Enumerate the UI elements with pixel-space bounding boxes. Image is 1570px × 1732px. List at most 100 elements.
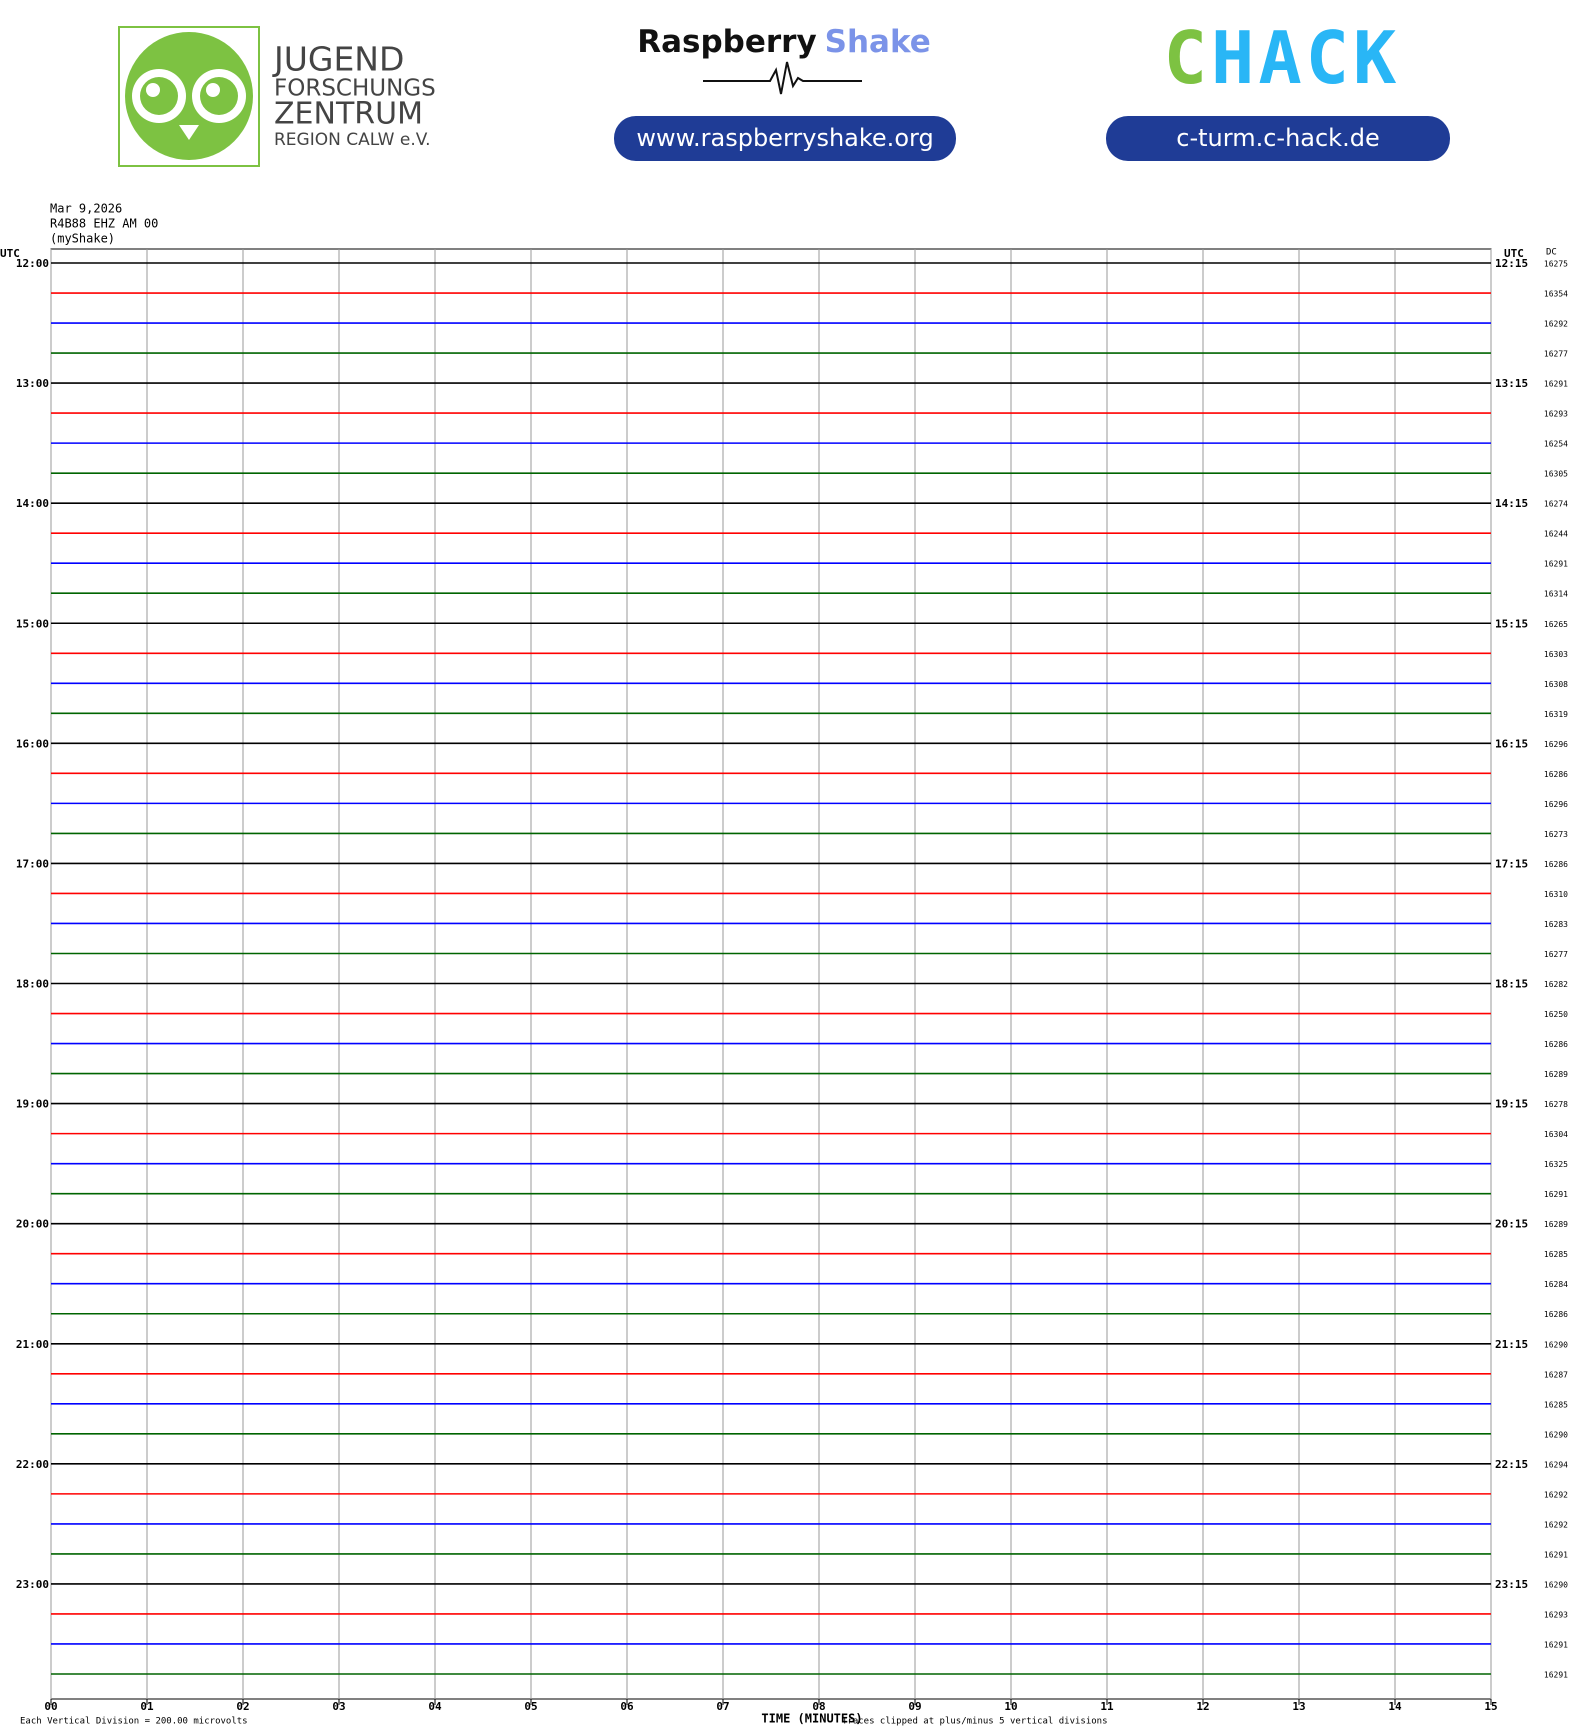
url[interactable]: www.raspberryshake.org <box>636 124 933 152</box>
hour-label: 14:00 <box>16 497 49 510</box>
dc-title: DC <box>1546 248 1557 258</box>
x-tick-label: 06 <box>620 1700 634 1713</box>
x-tick-label: 10 <box>1004 1700 1017 1713</box>
dc-label: 16292 <box>1544 1520 1568 1529</box>
dc-label: 16294 <box>1544 1460 1568 1469</box>
dc-label: 16284 <box>1544 1280 1568 1289</box>
hour-label-right: 17:15 <box>1495 857 1528 870</box>
hour-label: 20:00 <box>16 1218 49 1231</box>
hour-label-right: 13:15 <box>1495 377 1528 390</box>
x-tick-label: 13 <box>1292 1700 1305 1713</box>
owl-logo <box>118 26 260 167</box>
dc-label: 16290 <box>1544 1340 1568 1349</box>
logo-text: JUGEND <box>272 40 404 79</box>
dc-label: 16325 <box>1544 1160 1568 1169</box>
logo-text: ZENTRUM <box>274 97 423 132</box>
dc-label: 16291 <box>1544 1190 1568 1199</box>
dc-label: 16285 <box>1544 1250 1568 1259</box>
logo-text: REGION CALW e.V. <box>274 130 431 150</box>
dc-label: 16286 <box>1544 860 1568 869</box>
x-tick-label: 05 <box>524 1700 537 1713</box>
dc-label: 16290 <box>1544 1430 1568 1439</box>
x-tick-label: 15 <box>1484 1700 1497 1713</box>
logo-text: FORSCHUNGS <box>274 76 436 102</box>
dc-label: 16277 <box>1544 350 1568 359</box>
hour-label: 17:00 <box>16 857 49 870</box>
station-line: (myShake) <box>50 232 115 246</box>
dc-label: 16303 <box>1544 650 1568 659</box>
dc-label: 16291 <box>1544 560 1568 569</box>
dc-label: 16291 <box>1544 380 1568 389</box>
dc-label: 16308 <box>1544 680 1568 689</box>
dc-label: 16304 <box>1544 1130 1568 1139</box>
hour-label: 13:00 <box>16 377 49 390</box>
dc-label: 16291 <box>1544 1640 1568 1649</box>
hour-label: 22:00 <box>16 1458 49 1471</box>
hour-label-right: 14:15 <box>1495 497 1528 510</box>
x-tick-label: 12 <box>1196 1700 1209 1713</box>
hour-label-right: 12:15 <box>1495 257 1528 270</box>
hour-label: 23:00 <box>16 1578 49 1591</box>
hour-label-right: 15:15 <box>1495 617 1528 630</box>
x-tick-label: 09 <box>908 1700 921 1713</box>
x-tick-label: 00 <box>44 1700 57 1713</box>
dc-label: 16275 <box>1544 260 1568 269</box>
dc-label: 16273 <box>1544 830 1568 839</box>
station-line: R4B88 EHZ AM 00 <box>50 217 158 231</box>
dc-label: 16278 <box>1544 1100 1568 1109</box>
dc-label: 16314 <box>1544 590 1568 599</box>
hour-label-right: 19:15 <box>1495 1098 1528 1111</box>
dc-label: 16290 <box>1544 1580 1568 1589</box>
x-tick-label: 08 <box>812 1700 825 1713</box>
dc-label: 16277 <box>1544 950 1568 959</box>
dc-label: 16244 <box>1544 530 1568 539</box>
dc-label: 16296 <box>1544 740 1568 749</box>
hour-label: 12:00 <box>16 257 49 270</box>
dc-label: 16293 <box>1544 1610 1568 1619</box>
dc-label: 16319 <box>1544 710 1568 719</box>
dc-label: 16310 <box>1544 890 1568 899</box>
dc-label: 16291 <box>1544 1671 1568 1680</box>
dc-label: 16286 <box>1544 1040 1568 1049</box>
plot-frame <box>50 248 1492 1700</box>
dc-label: 16305 <box>1544 470 1568 479</box>
hour-label-right: 18:15 <box>1495 978 1528 991</box>
chack-logo: CHACK <box>1164 16 1401 100</box>
dc-label: 16289 <box>1544 1220 1568 1229</box>
station-line: Mar 9,2026 <box>50 202 122 216</box>
dc-label: 16286 <box>1544 770 1568 779</box>
dc-label: 16282 <box>1544 980 1568 989</box>
hour-label: 16:00 <box>16 737 49 750</box>
hour-label-right: 20:15 <box>1495 1218 1528 1231</box>
dc-label: 16289 <box>1544 1070 1568 1079</box>
dc-label: 16283 <box>1544 920 1568 929</box>
hour-label: 15:00 <box>16 617 49 630</box>
hour-label-right: 16:15 <box>1495 737 1528 750</box>
dc-label: 16265 <box>1544 620 1568 629</box>
brand: Raspberry Shake <box>637 24 931 60</box>
dc-label: 16285 <box>1544 1400 1568 1409</box>
brand-squiggle <box>703 61 862 95</box>
url[interactable]: c-turm.c-hack.de <box>1176 124 1379 152</box>
chack-c: C <box>1164 16 1211 100</box>
note: Traces clipped at plus/minus 5 vertical … <box>842 1717 1108 1727</box>
x-tick-label: 03 <box>332 1700 345 1713</box>
x-tick-label: 07 <box>716 1700 729 1713</box>
dc-label: 16292 <box>1544 320 1568 329</box>
hour-label-right: 23:15 <box>1495 1578 1528 1591</box>
url-pill[interactable] <box>1106 116 1450 161</box>
x-tick-label: 11 <box>1100 1700 1114 1713</box>
note: Each Vertical Division = 200.00 microvol… <box>20 1717 248 1727</box>
dc-label: 16274 <box>1544 500 1568 509</box>
dc-label: 16291 <box>1544 1550 1568 1559</box>
dc-label: 16354 <box>1544 290 1568 299</box>
dc-label: 16250 <box>1544 1010 1568 1019</box>
hour-label: 18:00 <box>16 978 49 991</box>
brand-a: Raspberry <box>637 24 816 60</box>
hour-label: 21:00 <box>16 1338 49 1351</box>
url-pill[interactable] <box>614 116 956 161</box>
x-tick-label: 14 <box>1388 1700 1402 1713</box>
dc-label: 16287 <box>1544 1370 1568 1379</box>
